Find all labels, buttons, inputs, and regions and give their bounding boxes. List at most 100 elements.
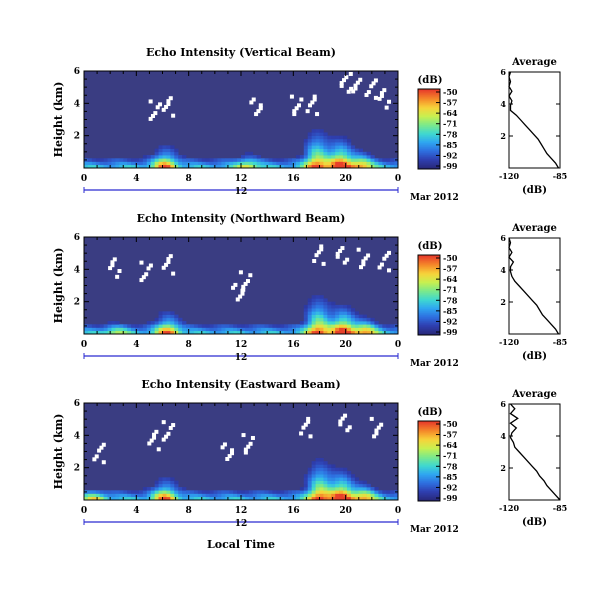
heatmap-cell <box>150 496 155 501</box>
heatmap-cell <box>158 314 163 319</box>
heatmap-cell <box>182 161 187 166</box>
heatmap-cell <box>382 158 387 162</box>
heatmap-cell <box>343 142 348 146</box>
heatmap-cell <box>327 467 332 472</box>
colorbar-cell <box>418 283 440 286</box>
heatmap-cell <box>319 314 324 319</box>
heatmap-cell <box>158 321 163 325</box>
heatmap-cell <box>346 308 352 312</box>
heatmap-cell <box>307 164 312 169</box>
y-axis-label: Height (km) <box>52 414 65 490</box>
heatmap-cell <box>237 324 242 328</box>
heatmap-cell <box>252 164 257 169</box>
heatmap-cell <box>335 493 340 498</box>
heatmap-cell <box>154 317 159 322</box>
heatmap-cell <box>87 493 93 498</box>
y-tick-label: 6 <box>74 67 80 77</box>
colorbar-cell <box>418 101 440 104</box>
data-gap <box>148 116 153 121</box>
heatmap-cell <box>307 467 312 472</box>
colorbar-cell <box>418 475 440 478</box>
heatmap-cell <box>307 480 312 485</box>
heatmap-cell <box>174 155 179 159</box>
heatmap-cell <box>335 148 340 153</box>
heatmap-cell <box>335 151 340 156</box>
heatmap-cell <box>260 330 265 335</box>
heatmap-cell <box>241 161 246 166</box>
heatmap-cell <box>335 138 340 143</box>
data-gap <box>387 250 392 255</box>
data-gap <box>335 254 340 259</box>
data-gap <box>99 445 104 450</box>
data-gap <box>369 84 374 89</box>
data-gap <box>382 256 387 261</box>
colorbar-cell <box>418 99 440 102</box>
heatmap-cell <box>221 496 226 501</box>
day-label: 12 <box>235 187 248 197</box>
heatmap-cell <box>358 164 363 169</box>
heatmap-cell <box>166 151 171 156</box>
heatmap-cell <box>123 324 128 328</box>
heatmap-cell <box>166 161 171 166</box>
heatmap-cell <box>311 129 316 133</box>
heatmap-cell <box>339 308 344 312</box>
heatmap-cell <box>374 330 379 335</box>
heatmap-cell <box>311 155 316 159</box>
heatmap-cell <box>111 164 116 169</box>
heatmap-cell <box>350 490 356 494</box>
heatmap-cell <box>319 311 324 315</box>
heatmap-cell <box>358 324 363 328</box>
heatmap-cell <box>146 487 152 491</box>
heatmap-cell <box>170 493 175 498</box>
heatmap-cell <box>323 477 328 481</box>
colorbar-cell <box>418 89 440 92</box>
heatmap-cell <box>343 470 348 475</box>
heatmap-cell <box>237 158 242 162</box>
heatmap-cell <box>264 161 269 166</box>
heatmap-cell <box>248 490 254 494</box>
heatmap-cell <box>284 493 289 498</box>
heatmap-cell <box>331 321 336 325</box>
heatmap-cell <box>280 158 285 162</box>
heatmap-cell <box>311 327 316 332</box>
colorbar-cell <box>418 323 440 326</box>
data-gap <box>292 109 297 114</box>
heatmap-cell <box>111 490 116 494</box>
heatmap-cell <box>166 158 171 162</box>
heatmap-cell <box>323 148 328 153</box>
colorbar-tick-label: -71 <box>443 285 457 295</box>
data-gap <box>289 94 294 99</box>
heatmap-cell <box>260 327 265 332</box>
heatmap-cell <box>390 496 395 501</box>
data-gap <box>148 263 153 268</box>
heatmap-cell <box>339 314 344 319</box>
data-gap <box>152 435 157 440</box>
heatmap-cell <box>311 461 316 465</box>
heatmap-cell <box>307 158 312 162</box>
heatmap-cell <box>244 324 250 328</box>
heatmap-cell <box>350 493 356 498</box>
colorbar-cell <box>418 293 440 296</box>
heatmap-cell <box>264 324 269 328</box>
heatmap-cell <box>107 327 112 332</box>
colorbar-tick-label: -78 <box>443 295 458 305</box>
x-tick-label: 12 <box>235 340 248 350</box>
heatmap-cell <box>103 327 108 332</box>
heatmap-cell <box>162 161 167 166</box>
data-gap <box>342 260 347 265</box>
heatmap-cell <box>350 474 356 478</box>
heatmap-cell <box>272 490 277 494</box>
heatmap-cell <box>268 158 273 162</box>
heatmap-cell <box>335 483 340 488</box>
heatmap-cell <box>378 330 383 335</box>
heatmap-cell <box>213 164 218 169</box>
heatmap-cell <box>244 496 250 501</box>
heatmap-cell <box>362 480 367 485</box>
heatmap-cell <box>331 311 336 315</box>
colorbar-cell <box>418 439 440 442</box>
x-tick-label: 4 <box>133 506 139 516</box>
heatmap-cell <box>303 311 309 315</box>
heatmap-cell <box>87 330 93 335</box>
heatmap-cell <box>91 493 97 498</box>
heatmap-cell <box>295 330 301 335</box>
